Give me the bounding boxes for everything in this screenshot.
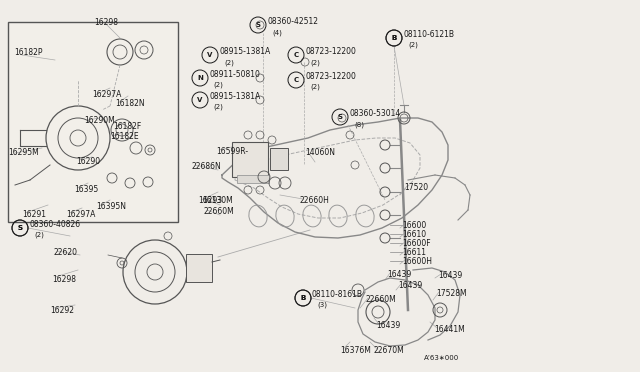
Text: (4): (4)	[272, 29, 282, 35]
Text: 08723-12200: 08723-12200	[305, 72, 356, 81]
Bar	[270, 148, 288, 170]
Text: 08360-53014: 08360-53014	[349, 109, 400, 118]
Text: 16182P: 16182P	[14, 48, 42, 57]
Text: 16439: 16439	[438, 271, 462, 280]
Text: V: V	[207, 52, 212, 58]
Text: 16182E: 16182E	[110, 132, 139, 141]
Text: 17520: 17520	[404, 183, 428, 192]
Text: 16600: 16600	[402, 221, 426, 230]
Text: 16291: 16291	[22, 210, 46, 219]
Text: 16600H: 16600H	[402, 257, 432, 266]
Text: S: S	[17, 225, 22, 231]
Text: 16293: 16293	[198, 196, 222, 205]
Text: 16298: 16298	[52, 275, 76, 284]
Text: N: N	[197, 75, 203, 81]
Text: S: S	[17, 225, 22, 231]
Text: 16290: 16290	[76, 157, 100, 166]
Bar	[8, 22, 178, 222]
Text: 17528M: 17528M	[436, 289, 467, 298]
Text: A’63∗000: A’63∗000	[424, 355, 460, 361]
Text: (8): (8)	[354, 121, 364, 128]
Text: 16182F: 16182F	[113, 122, 141, 131]
Text: (2): (2)	[224, 59, 234, 65]
Text: 08360-40826: 08360-40826	[29, 220, 80, 229]
Text: 08110-8161B: 08110-8161B	[312, 290, 363, 299]
Text: 16292: 16292	[50, 306, 74, 315]
Text: (2): (2)	[310, 84, 320, 90]
Text: B: B	[300, 295, 306, 301]
Bar	[232, 142, 268, 177]
Text: (2): (2)	[408, 42, 418, 48]
Text: 22670M: 22670M	[374, 346, 404, 355]
Text: (3): (3)	[317, 302, 327, 308]
Text: B: B	[392, 35, 397, 41]
Bar	[237, 175, 269, 183]
Text: (2): (2)	[213, 104, 223, 110]
Text: 08915-1381A: 08915-1381A	[219, 47, 270, 56]
Text: 22660M: 22660M	[204, 207, 235, 216]
Text: 08360-42512: 08360-42512	[267, 17, 318, 26]
Text: 16439: 16439	[387, 270, 412, 279]
Text: 16297A: 16297A	[66, 210, 95, 219]
Text: 16376M: 16376M	[340, 346, 371, 355]
Text: (2): (2)	[34, 232, 44, 238]
Text: 16290M: 16290M	[84, 116, 115, 125]
Text: 08911-50810: 08911-50810	[209, 70, 260, 79]
Text: 22660H: 22660H	[300, 196, 330, 205]
Text: 08723-12200: 08723-12200	[305, 47, 356, 56]
Text: 16395: 16395	[74, 185, 99, 194]
Text: 16441M: 16441M	[434, 325, 465, 334]
Text: 16439: 16439	[376, 321, 400, 330]
Text: (2): (2)	[310, 59, 320, 65]
Text: S: S	[255, 22, 260, 28]
Text: C: C	[293, 77, 299, 83]
Text: 16395N: 16395N	[96, 202, 126, 211]
Text: 22686N: 22686N	[192, 162, 221, 171]
Text: (2): (2)	[213, 82, 223, 89]
Bar	[186, 254, 212, 282]
Text: 16600F: 16600F	[402, 239, 431, 248]
Text: 16611: 16611	[402, 248, 426, 257]
Text: 22660M: 22660M	[365, 295, 396, 304]
Text: 16439: 16439	[398, 281, 422, 290]
Text: 16182N: 16182N	[115, 99, 145, 108]
Text: 16130M: 16130M	[202, 196, 233, 205]
Text: 08110-6121B: 08110-6121B	[403, 30, 454, 39]
Text: 16295M: 16295M	[8, 148, 39, 157]
Text: 16610: 16610	[402, 230, 426, 239]
Text: S: S	[337, 114, 342, 120]
Text: V: V	[197, 97, 203, 103]
Text: 16297A: 16297A	[92, 90, 122, 99]
Text: B: B	[300, 295, 306, 301]
Text: B: B	[392, 35, 397, 41]
Text: 16599R-: 16599R-	[216, 147, 248, 156]
Text: 08915-1381A: 08915-1381A	[209, 92, 260, 101]
Text: 16298: 16298	[94, 18, 118, 27]
Text: C: C	[293, 52, 299, 58]
Text: 22620: 22620	[54, 248, 78, 257]
Text: 14060N: 14060N	[305, 148, 335, 157]
